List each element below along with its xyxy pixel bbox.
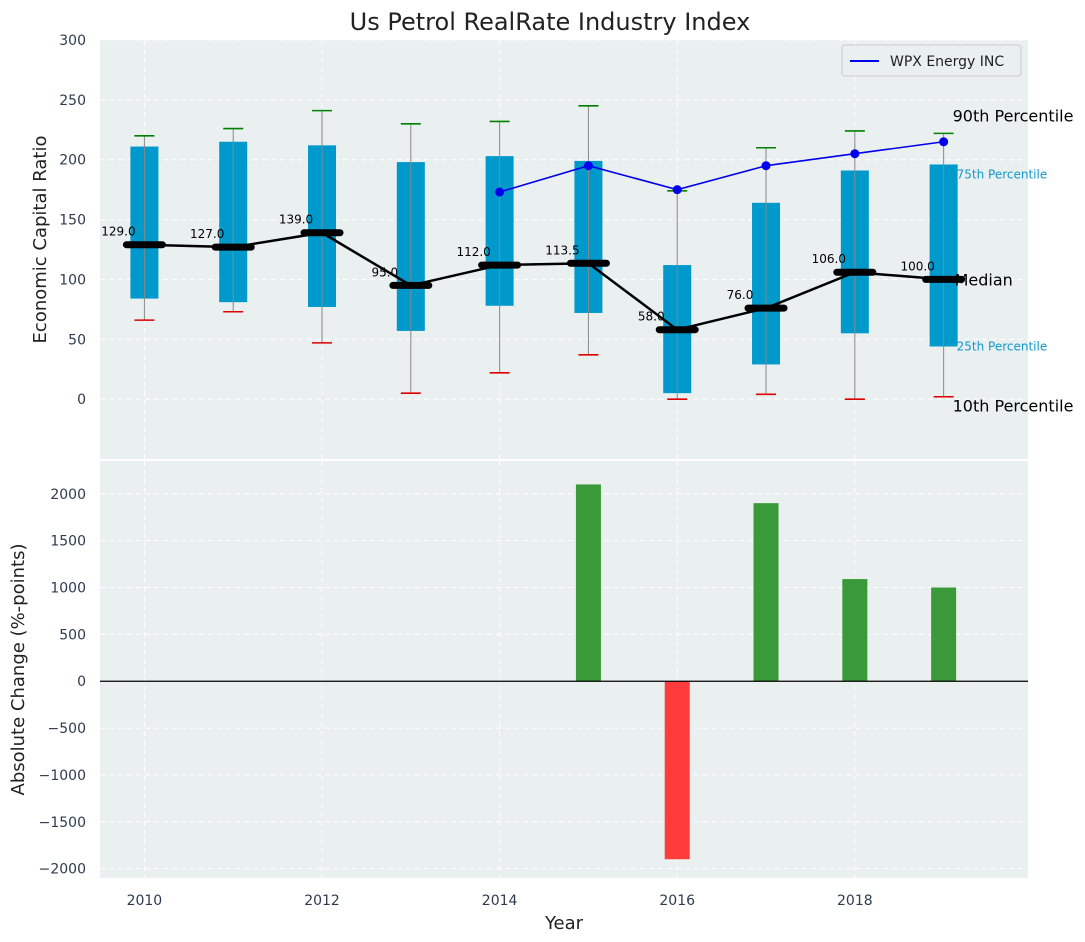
top-y-axis-label: Economic Capital Ratio <box>30 136 51 344</box>
bottom-y-tick-label: 0 <box>77 674 86 690</box>
top-plot-background <box>100 40 1028 459</box>
x-tick-label: 2016 <box>659 893 695 909</box>
top-y-ticks: 0 50 100 150 200 250 300 <box>59 33 86 408</box>
p25-annotation: 25th Percentile <box>957 339 1048 353</box>
top-y-tick-label: 200 <box>59 153 86 169</box>
top-y-tick-label: 250 <box>59 93 86 109</box>
percentile-annotations: 90th Percentile 75th Percentile Median 25th… <box>953 106 1074 415</box>
median-series: 129.0 127.0 139.0 95.0 112.0 113.5 58.0 76.0 106… <box>101 213 966 334</box>
company-point <box>583 161 593 171</box>
bottom-y-ticks: −2000 −1500 −1000 −500 0 500 1000 1500 2000 <box>39 487 86 878</box>
median-value-label: 100.0 <box>900 259 934 273</box>
bar-positive <box>753 503 779 682</box>
bar-positive <box>931 587 957 682</box>
bottom-y-tick-label: −1000 <box>39 768 86 784</box>
bottom-y-tick-label: −1500 <box>39 815 86 831</box>
company-point <box>939 137 949 147</box>
median-annotation: Median <box>955 270 1013 289</box>
bottom-plot-background <box>100 461 1028 878</box>
bottom-y-tick-label: 500 <box>59 627 86 643</box>
x-tick-label: 2010 <box>127 893 163 909</box>
legend-box <box>841 44 1022 77</box>
bottom-y-tick-label: −2000 <box>39 862 86 878</box>
company-point <box>850 149 860 159</box>
bar-negative <box>664 681 690 860</box>
top-y-tick-label: 300 <box>59 33 86 49</box>
median-value-label: 127.0 <box>190 227 224 241</box>
top-panel: 0 50 100 150 200 250 300 129.0 127.0 139.0 95.0 11… <box>30 33 1073 459</box>
bar-positive <box>575 484 601 682</box>
median-value-label: 113.5 <box>545 243 579 257</box>
company-series <box>495 137 949 197</box>
chart-title: Us Petrol RealRate Industry Index <box>350 8 751 36</box>
x-ticks: 2010 2012 2014 2016 2018 <box>127 893 873 909</box>
median-line <box>144 231 944 332</box>
company-line <box>499 140 944 193</box>
company-point <box>761 161 771 171</box>
bottom-y-tick-label: 1500 <box>50 534 86 550</box>
median-value-label: 139.0 <box>279 213 313 227</box>
company-point <box>672 185 682 195</box>
top-y-tick-label: 100 <box>59 272 86 288</box>
bottom-y-tick-label: −500 <box>48 721 86 737</box>
p75-annotation: 75th Percentile <box>957 168 1048 182</box>
x-tick-label: 2012 <box>304 893 340 909</box>
x-tick-label: 2018 <box>837 893 873 909</box>
top-y-tick-label: 150 <box>59 213 86 229</box>
bottom-y-tick-label: 1000 <box>50 581 86 597</box>
x-axis-label: Year <box>544 913 584 934</box>
median-value-label: 106.0 <box>812 252 846 266</box>
bottom-panel: −2000 −1500 −1000 −500 0 500 1000 1500 2000 2010… <box>8 461 1028 934</box>
p10-annotation: 10th Percentile <box>953 397 1074 416</box>
legend-company-label: WPX Energy INC <box>890 54 1004 70</box>
company-point <box>495 187 505 197</box>
bottom-y-axis-label: Absolute Change (%-points) <box>8 544 29 796</box>
p90-annotation: 90th Percentile <box>953 106 1074 125</box>
median-value-label: 76.0 <box>727 288 754 302</box>
top-y-tick-label: 50 <box>68 332 86 348</box>
legend: WPX Energy INC <box>841 44 1022 77</box>
bottom-y-tick-label: 2000 <box>50 487 86 503</box>
bar-positive <box>842 579 868 682</box>
bar-series <box>575 484 957 860</box>
x-tick-label: 2014 <box>482 893 518 909</box>
median-value-label: 129.0 <box>101 225 135 239</box>
median-value-label: 95.0 <box>371 265 398 279</box>
median-value-label: 58.0 <box>638 310 665 324</box>
top-y-tick-label: 0 <box>77 392 86 408</box>
median-value-label: 112.0 <box>456 245 490 259</box>
